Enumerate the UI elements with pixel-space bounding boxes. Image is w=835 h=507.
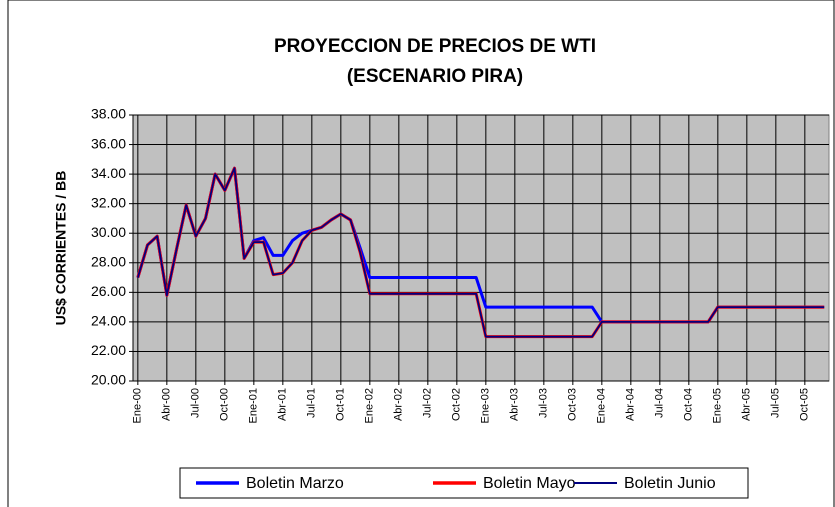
x-tick-label: Abr-01 bbox=[277, 388, 289, 421]
x-tick-label: Ene-05 bbox=[712, 388, 724, 423]
x-tick-label: Jul-02 bbox=[422, 388, 434, 418]
y-tick-label: 32.00 bbox=[91, 194, 126, 210]
chart-title: (ESCENARIO PIRA) bbox=[347, 66, 523, 87]
x-tick-label: Ene-03 bbox=[480, 388, 492, 423]
y-tick-label: 22.00 bbox=[91, 342, 126, 358]
y-tick-label: 30.00 bbox=[91, 224, 126, 240]
x-tick-label: Ene-02 bbox=[364, 388, 376, 423]
x-tick-label: Oct-05 bbox=[799, 388, 811, 421]
x-tick-label: Oct-01 bbox=[335, 388, 347, 421]
y-tick-label: 24.00 bbox=[91, 313, 126, 329]
y-axis-label: US$ CORRIENTES / BB bbox=[53, 171, 69, 326]
x-tick-label: Abr-05 bbox=[741, 388, 753, 421]
x-tick-label: Abr-03 bbox=[509, 388, 521, 421]
x-tick-label: Abr-00 bbox=[161, 388, 173, 421]
legend-label: Boletin Junio bbox=[624, 475, 716, 492]
y-tick-label: 28.00 bbox=[91, 253, 126, 269]
series-line bbox=[136, 167, 825, 338]
plot-area bbox=[132, 114, 830, 382]
x-tick-label: Oct-04 bbox=[683, 388, 695, 421]
legend-label: Boletin Marzo bbox=[246, 475, 344, 492]
x-tick-label: Jul-03 bbox=[538, 388, 550, 418]
x-tick-label: Ene-04 bbox=[596, 388, 608, 423]
x-tick-label: Abr-04 bbox=[625, 388, 637, 421]
x-tick-label: Oct-03 bbox=[567, 388, 579, 421]
y-tick-label: 20.00 bbox=[91, 372, 126, 388]
y-tick-label: 36.00 bbox=[91, 135, 126, 151]
x-tick-label: Jul-04 bbox=[654, 388, 666, 418]
y-tick-label: 34.00 bbox=[91, 165, 126, 181]
x-tick-label: Jul-00 bbox=[190, 388, 202, 418]
legend-label: Boletin Mayo bbox=[483, 475, 576, 492]
x-tick-label: Ene-00 bbox=[132, 388, 144, 423]
y-tick-label: 38.00 bbox=[91, 106, 126, 122]
x-tick-label: Jul-05 bbox=[770, 388, 782, 418]
chart-title: PROYECCION DE PRECIOS DE WTI bbox=[274, 36, 596, 57]
x-tick-label: Abr-02 bbox=[393, 388, 405, 421]
x-tick-label: Oct-02 bbox=[451, 388, 463, 421]
y-tick-label: 26.00 bbox=[91, 283, 126, 299]
x-tick-label: Oct-00 bbox=[219, 388, 231, 421]
x-tick-label: Jul-01 bbox=[306, 388, 318, 418]
x-tick-label: Ene-01 bbox=[248, 388, 260, 423]
